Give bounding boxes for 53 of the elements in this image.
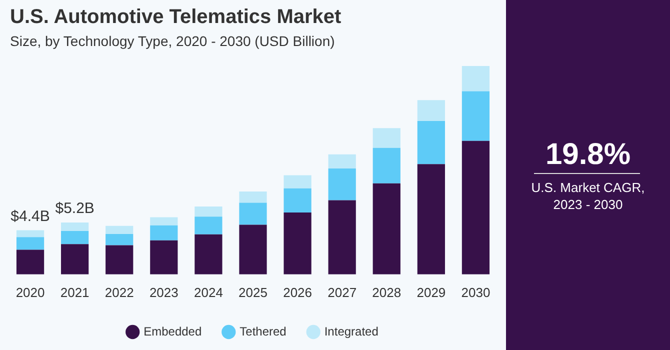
bar bbox=[106, 226, 134, 234]
bar bbox=[194, 206, 222, 217]
bar bbox=[61, 231, 89, 244]
bar bbox=[16, 230, 44, 238]
x-tick-label: 2026 bbox=[283, 284, 312, 300]
bar bbox=[417, 121, 445, 164]
bar bbox=[284, 212, 312, 274]
x-tick-label: 2030 bbox=[461, 284, 490, 300]
bar bbox=[328, 154, 356, 169]
bar bbox=[372, 148, 400, 184]
bar bbox=[106, 245, 134, 274]
bar bbox=[328, 200, 356, 274]
bar bbox=[106, 234, 134, 246]
bar bbox=[150, 217, 178, 226]
bar bbox=[61, 222, 89, 232]
chart-title: U.S. Automotive Telematics Market bbox=[10, 6, 342, 29]
legend-label: Embedded bbox=[144, 324, 202, 338]
bar bbox=[150, 225, 178, 240]
bar bbox=[194, 234, 222, 274]
x-tick-label: 2029 bbox=[416, 284, 446, 300]
bar bbox=[462, 66, 490, 92]
chart-subtitle: Size, by Technology Type, 2020 - 2030 (USD Billion) bbox=[10, 33, 335, 49]
x-tick-label: 2027 bbox=[328, 284, 357, 300]
bar bbox=[462, 140, 490, 274]
annotation: $4.4B bbox=[10, 208, 50, 225]
x-tick-label: 2022 bbox=[104, 284, 134, 300]
x-tick-label: 2020 bbox=[16, 284, 45, 300]
text: U.S. Market CAGR, 2023 - 2030 bbox=[530, 179, 646, 213]
bar bbox=[417, 164, 445, 274]
bar bbox=[284, 188, 312, 213]
bar bbox=[462, 91, 490, 141]
bar bbox=[239, 202, 267, 225]
legend-label: Integrated bbox=[324, 324, 378, 338]
x-tick-label: 2028 bbox=[372, 284, 402, 300]
bar bbox=[372, 128, 400, 148]
x-tick-label: 2021 bbox=[60, 284, 90, 300]
bar bbox=[372, 183, 400, 274]
bar bbox=[194, 216, 222, 234]
bar bbox=[16, 237, 44, 250]
bar bbox=[239, 224, 267, 274]
bar bbox=[61, 244, 89, 274]
x-tick-label: 2025 bbox=[238, 284, 268, 300]
bar bbox=[284, 175, 312, 188]
bar bbox=[328, 168, 356, 200]
x-tick-label: 2023 bbox=[149, 284, 178, 300]
x-tick-label: 2024 bbox=[194, 284, 223, 300]
bar bbox=[150, 240, 178, 274]
bar bbox=[239, 191, 267, 203]
annotation: $5.2B bbox=[55, 200, 94, 218]
bar bbox=[16, 250, 44, 274]
text: 19.8% bbox=[544, 138, 632, 172]
legend-label: Tethered bbox=[240, 324, 286, 338]
bar bbox=[417, 100, 445, 122]
